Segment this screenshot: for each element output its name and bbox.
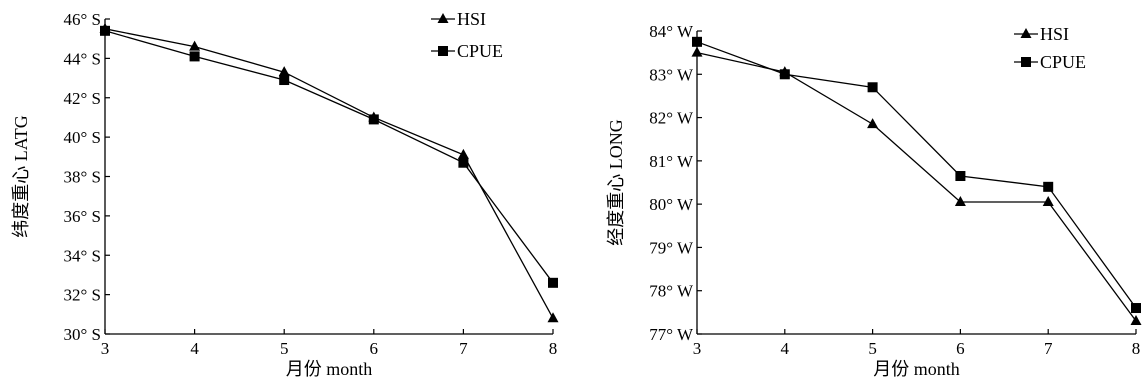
legend-marker-cpue <box>438 46 448 56</box>
x-tick-label: 6 <box>370 339 379 358</box>
y-tick-label: 44° S <box>63 49 101 68</box>
data-point-cpue <box>955 171 966 182</box>
y-tick-label: 79° W <box>649 238 694 257</box>
y-tick-label: 38° S <box>63 168 101 187</box>
data-point-cpue <box>279 75 290 86</box>
data-point-hsi <box>1042 195 1054 206</box>
y-tick-label: 40° S <box>63 128 101 147</box>
legend-marker-hsi <box>1020 28 1032 38</box>
data-point-hsi <box>691 46 703 57</box>
x-tick-label: 4 <box>781 339 790 358</box>
x-tick-label: 8 <box>1132 339 1141 358</box>
x-tick-label: 8 <box>549 339 558 358</box>
x-tick-label: 7 <box>459 339 468 358</box>
legend-label: CPUE <box>457 41 503 61</box>
data-point-cpue <box>867 82 878 93</box>
legend-label: CPUE <box>1040 52 1086 72</box>
y-tick-label: 42° S <box>63 89 101 108</box>
y-tick-label: 30° S <box>63 325 101 344</box>
x-tick-label: 4 <box>190 339 199 358</box>
data-point-cpue <box>1043 181 1054 192</box>
data-point-hsi <box>547 312 559 323</box>
series-line-cpue <box>696 41 1137 309</box>
data-point-cpue <box>1131 303 1141 314</box>
data-point-hsi <box>1130 315 1142 326</box>
x-tick-label: 7 <box>1044 339 1053 358</box>
legend-label: HSI <box>457 9 486 29</box>
y-tick-label: 84° W <box>649 22 694 41</box>
data-point-cpue <box>368 114 379 125</box>
data-point-hsi <box>278 66 290 77</box>
y-axis-title: 经度重心 LONG <box>606 119 626 246</box>
legend-label: HSI <box>1040 24 1069 44</box>
data-point-cpue <box>100 25 110 36</box>
latitude-chart: 30° S 32° S 34° S 36° S 38° S 40° S 42° S 44° S… <box>11 9 559 379</box>
y-tick-label: 78° W <box>649 282 694 301</box>
x-tick-label: 5 <box>868 339 877 358</box>
data-point-cpue <box>692 36 702 47</box>
y-tick-label: 83° W <box>649 65 694 84</box>
x-tick-label: 3 <box>101 339 110 358</box>
y-tick-label: 34° S <box>63 246 101 265</box>
y-tick-label: 32° S <box>63 286 101 305</box>
series-line-cpue <box>104 30 554 284</box>
data-point-cpue <box>548 277 558 288</box>
x-tick-label: 3 <box>693 339 702 358</box>
longitude-chart: 77° W 78° W 79° W 80° W 81° W 82° W 83° W 84° W… <box>606 22 1142 379</box>
x-axis-title: 月份 month <box>286 359 373 379</box>
data-point-cpue <box>189 51 200 62</box>
y-tick-label: 46° S <box>63 10 101 29</box>
data-point-hsi <box>189 40 201 51</box>
legend-marker-hsi <box>437 13 449 23</box>
series-line-hsi <box>104 28 554 319</box>
data-point-cpue <box>458 157 469 168</box>
y-tick-label: 36° S <box>63 207 101 226</box>
data-point-hsi <box>867 118 879 129</box>
data-point-cpue <box>779 69 790 80</box>
y-tick-label: 77° W <box>649 325 694 344</box>
y-tick-label: 82° W <box>649 109 694 128</box>
x-tick-label: 5 <box>280 339 289 358</box>
data-point-hsi <box>457 148 469 159</box>
x-tick-label: 6 <box>956 339 965 358</box>
x-axis-title: 月份 month <box>873 359 960 379</box>
data-point-hsi <box>954 195 966 206</box>
series-line-hsi <box>696 51 1137 322</box>
legend-marker-cpue <box>1021 57 1031 67</box>
y-tick-label: 81° W <box>649 152 694 171</box>
y-axis-title: 纬度重心 LATG <box>11 115 31 238</box>
y-tick-label: 80° W <box>649 195 694 214</box>
